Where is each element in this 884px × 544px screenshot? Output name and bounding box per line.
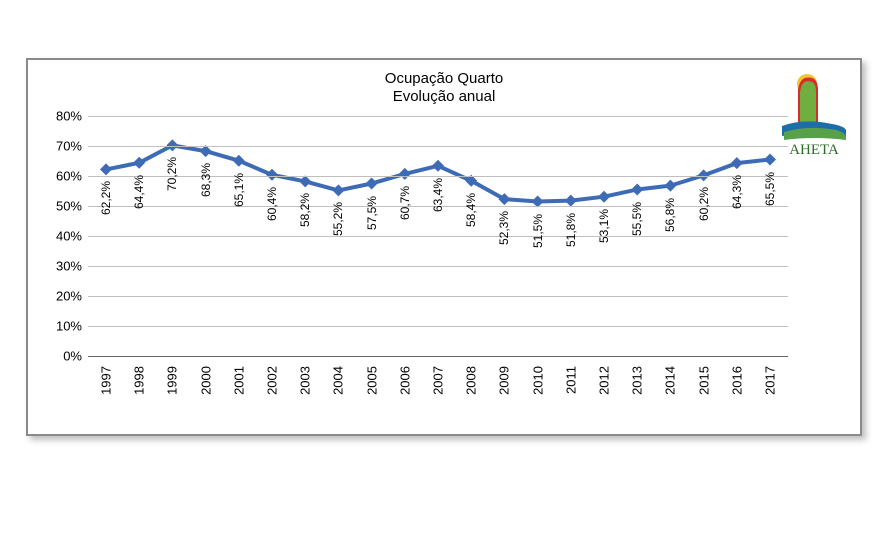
x-axis-label: 2000 [198, 366, 213, 395]
x-axis-label: 2007 [431, 366, 446, 395]
data-label: 65,1% [232, 173, 246, 207]
x-axis-label: 2015 [696, 366, 711, 395]
x-axis-label: 2017 [763, 366, 778, 395]
data-marker [598, 191, 610, 203]
x-axis-label: 1997 [99, 366, 114, 395]
data-marker [631, 184, 643, 196]
logo-text: AHETA [789, 142, 839, 158]
y-axis-label: 10% [56, 319, 82, 334]
data-marker [299, 175, 311, 187]
data-marker [565, 195, 577, 207]
data-label: 65,5% [763, 172, 777, 206]
x-axis-label: 2001 [231, 366, 246, 395]
chart-title-line1: Ocupação Quarto [28, 70, 860, 88]
y-axis-label: 0% [63, 349, 82, 364]
x-axis-label: 2009 [497, 366, 512, 395]
x-axis-label: 2013 [630, 366, 645, 395]
x-axis-label: 2012 [597, 366, 612, 395]
grid-line [88, 116, 788, 117]
data-label: 52,3% [497, 211, 511, 245]
data-marker [233, 155, 245, 167]
grid-line [88, 266, 788, 267]
y-axis-label: 40% [56, 229, 82, 244]
data-label: 70,2% [165, 157, 179, 191]
x-axis-label: 2010 [530, 366, 545, 395]
x-axis-label: 2011 [563, 366, 578, 394]
x-axis-label: 1999 [165, 366, 180, 395]
data-label: 62,2% [99, 181, 113, 215]
x-axis-label: 1998 [132, 366, 147, 395]
data-label: 60,7% [398, 186, 412, 220]
data-marker [366, 178, 378, 190]
x-axis-label: 2006 [397, 366, 412, 395]
x-axis-label: 2008 [464, 366, 479, 395]
data-label: 68,3% [199, 163, 213, 197]
data-label: 53,1% [597, 209, 611, 243]
data-label: 57,5% [365, 196, 379, 230]
data-marker [332, 184, 344, 196]
data-marker [100, 163, 112, 175]
y-axis-label: 30% [56, 259, 82, 274]
plot-area: 0%10%20%30%40%50%60%70%80%19971998199920… [88, 116, 788, 357]
x-axis-label: 2016 [729, 366, 744, 395]
grid-line [88, 236, 788, 237]
chart-frame: Ocupação Quarto Evolução anual AHETA 0%1… [26, 58, 862, 436]
data-marker [432, 160, 444, 172]
chart-title-line2: Evolução anual [28, 88, 860, 106]
data-label: 60,4% [265, 187, 279, 221]
x-axis-label: 2005 [364, 366, 379, 395]
data-label: 58,4% [464, 193, 478, 227]
data-label: 64,3% [730, 175, 744, 209]
data-label: 63,4% [431, 178, 445, 212]
data-label: 64,4% [132, 175, 146, 209]
data-label: 58,2% [298, 193, 312, 227]
y-axis-label: 50% [56, 199, 82, 214]
data-label: 55,2% [331, 202, 345, 236]
grid-line [88, 176, 788, 177]
x-axis-label: 2002 [265, 366, 280, 395]
chart-title: Ocupação Quarto Evolução anual [28, 70, 860, 106]
grid-line [88, 146, 788, 147]
y-axis-label: 20% [56, 289, 82, 304]
data-label: 51,5% [531, 214, 545, 248]
y-axis-label: 70% [56, 139, 82, 154]
data-label: 51,8% [564, 213, 578, 247]
grid-line [88, 326, 788, 327]
data-marker [399, 168, 411, 180]
x-axis-label: 2004 [331, 366, 346, 395]
grid-line [88, 296, 788, 297]
data-marker [266, 169, 278, 181]
data-marker [664, 180, 676, 192]
data-marker [731, 157, 743, 169]
x-axis-label: 2003 [298, 366, 313, 395]
data-marker [764, 154, 776, 166]
data-label: 60,2% [697, 187, 711, 221]
data-label: 56,8% [663, 198, 677, 232]
y-axis-label: 60% [56, 169, 82, 184]
y-axis-label: 80% [56, 109, 82, 124]
x-axis-label: 2014 [663, 366, 678, 395]
data-label: 55,5% [630, 202, 644, 236]
